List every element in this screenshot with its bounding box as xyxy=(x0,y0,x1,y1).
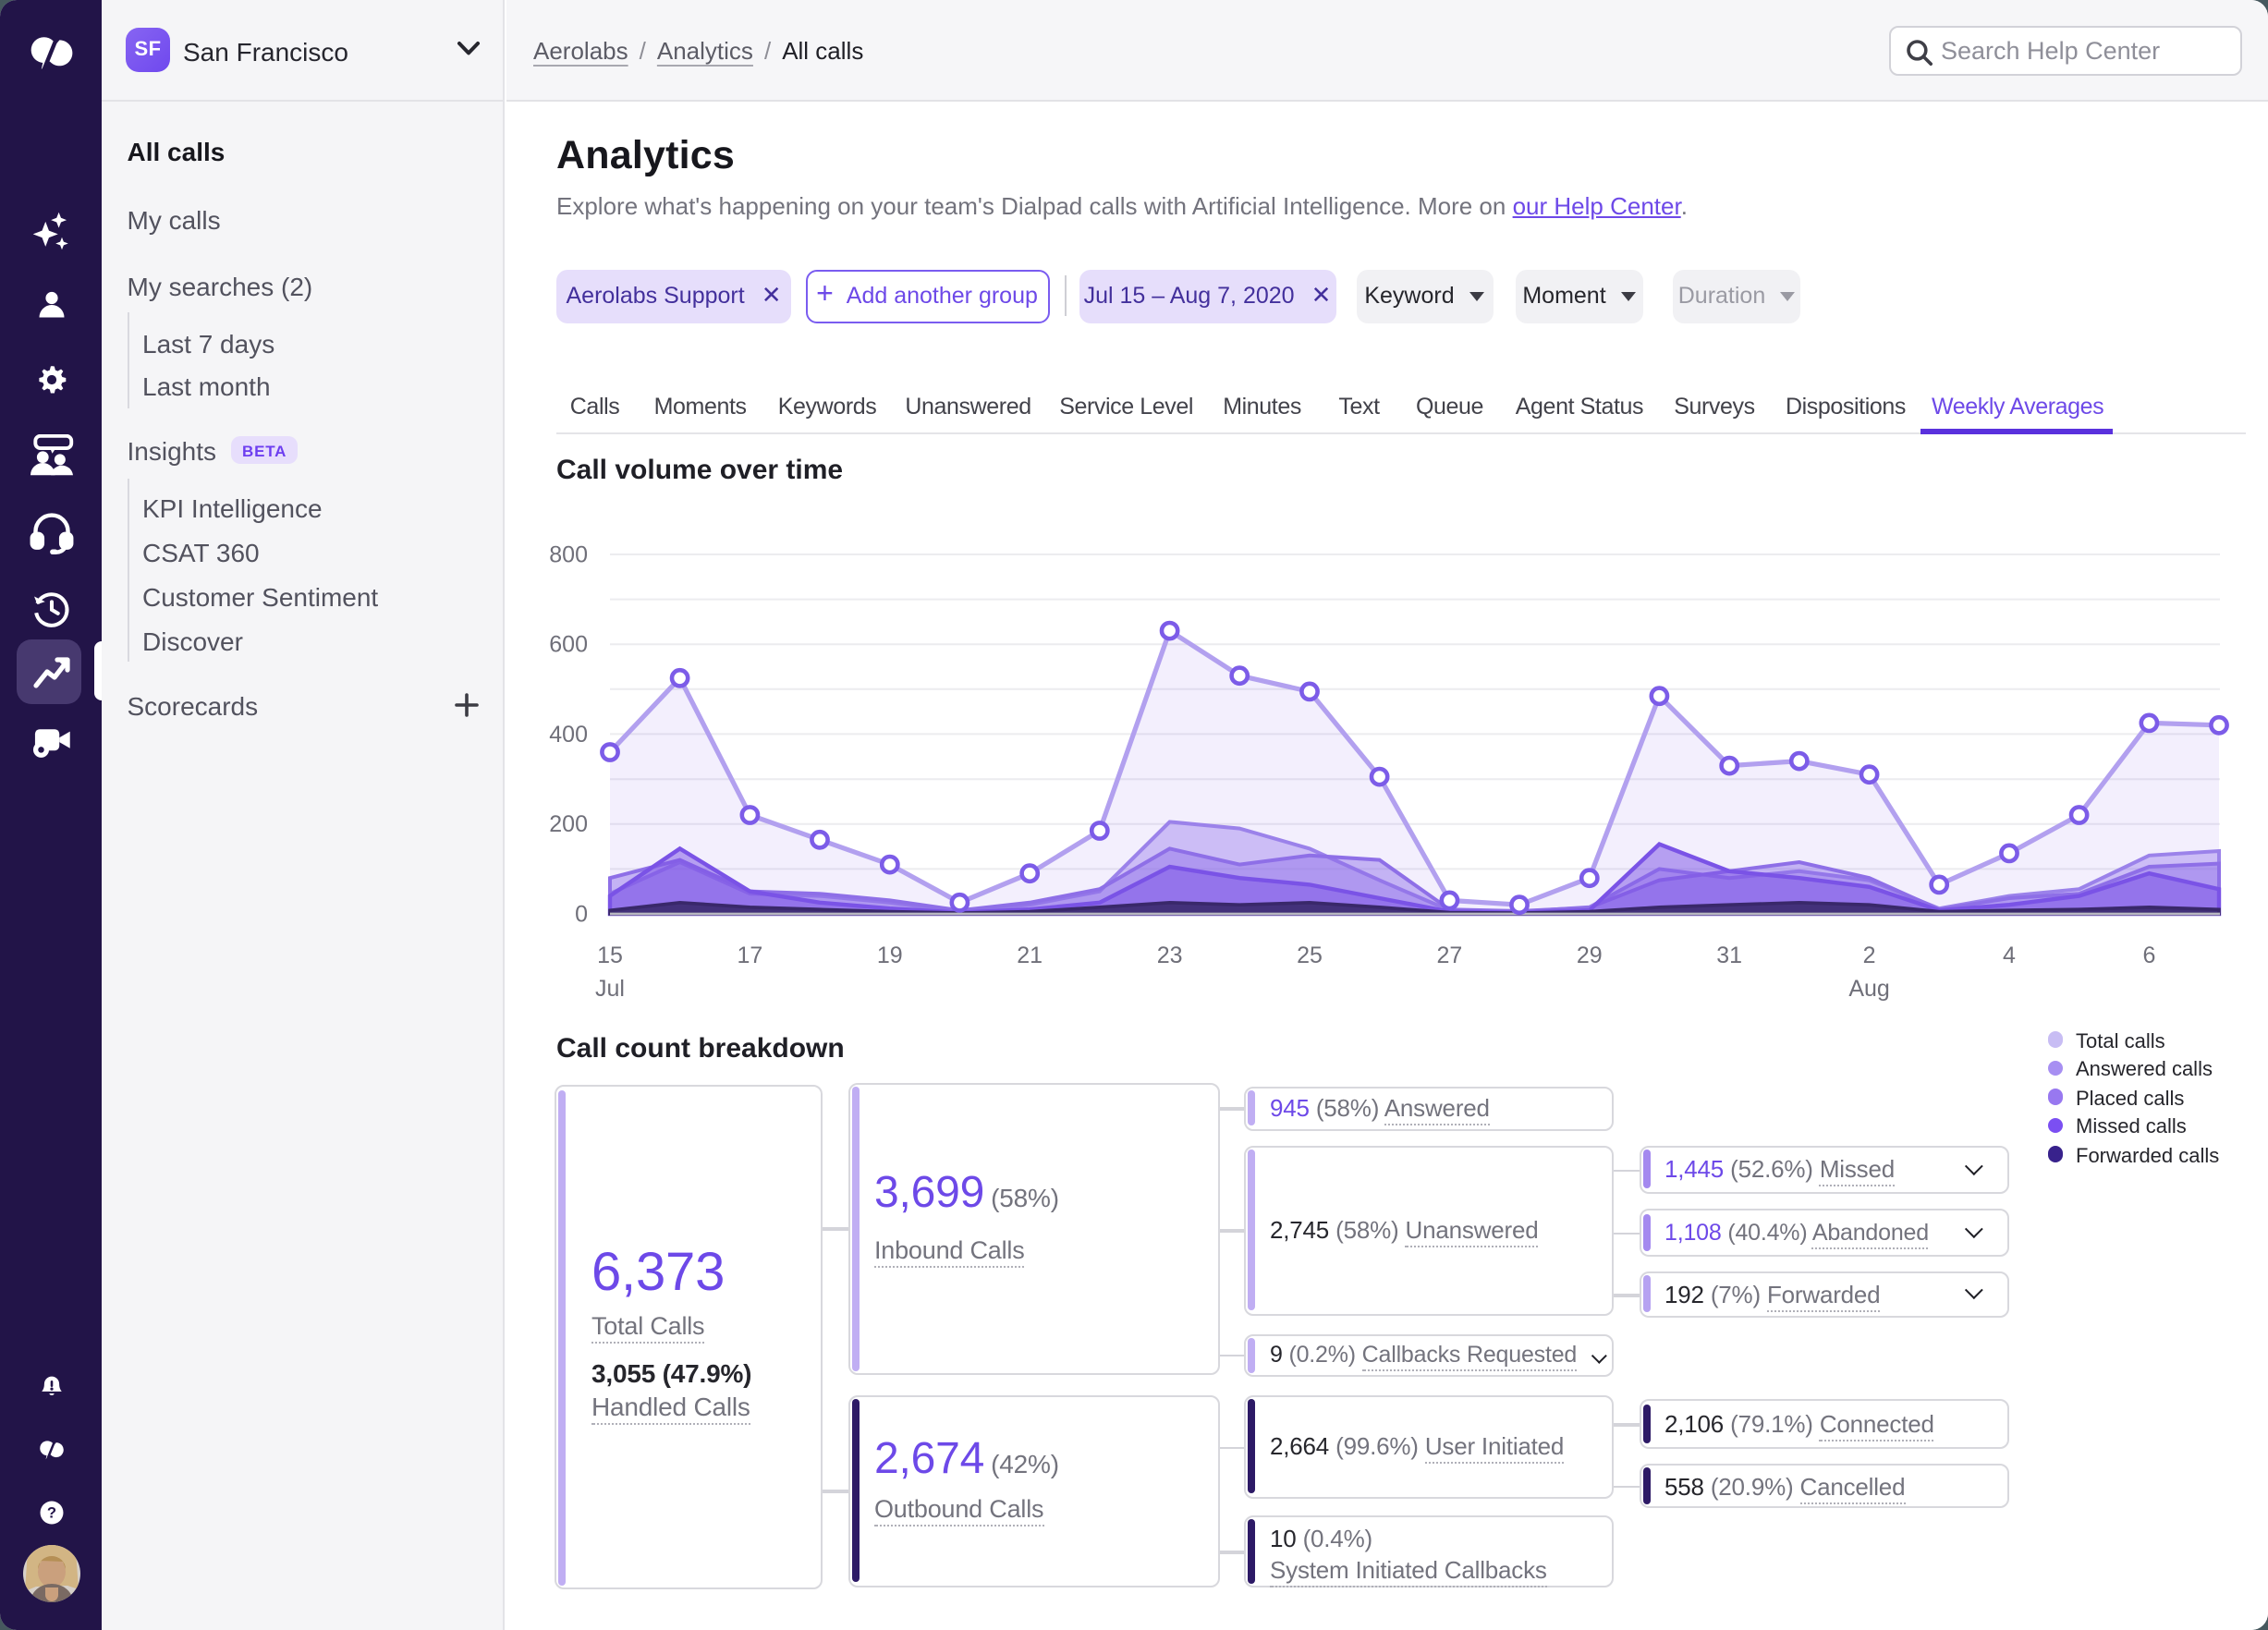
svg-text:200: 200 xyxy=(549,811,588,837)
svg-text:Jul: Jul xyxy=(595,976,625,1002)
svg-text:29: 29 xyxy=(1577,943,1603,968)
svg-text:25: 25 xyxy=(1297,943,1323,968)
svg-text:0: 0 xyxy=(575,901,588,927)
svg-text:4: 4 xyxy=(2003,943,2016,968)
svg-text:600: 600 xyxy=(549,632,588,658)
svg-text:21: 21 xyxy=(1017,943,1043,968)
svg-text:6: 6 xyxy=(2142,943,2155,968)
svg-text:27: 27 xyxy=(1436,943,1462,968)
svg-text:Aug: Aug xyxy=(1848,976,1889,1002)
svg-text:800: 800 xyxy=(549,541,588,567)
svg-text:2: 2 xyxy=(1863,943,1876,968)
svg-text:23: 23 xyxy=(1157,943,1183,968)
svg-text:15: 15 xyxy=(597,943,623,968)
svg-text:?: ? xyxy=(46,1504,55,1522)
svg-text:19: 19 xyxy=(877,943,903,968)
svg-text:400: 400 xyxy=(549,722,588,748)
svg-text:17: 17 xyxy=(737,943,762,968)
svg-text:31: 31 xyxy=(1716,943,1742,968)
